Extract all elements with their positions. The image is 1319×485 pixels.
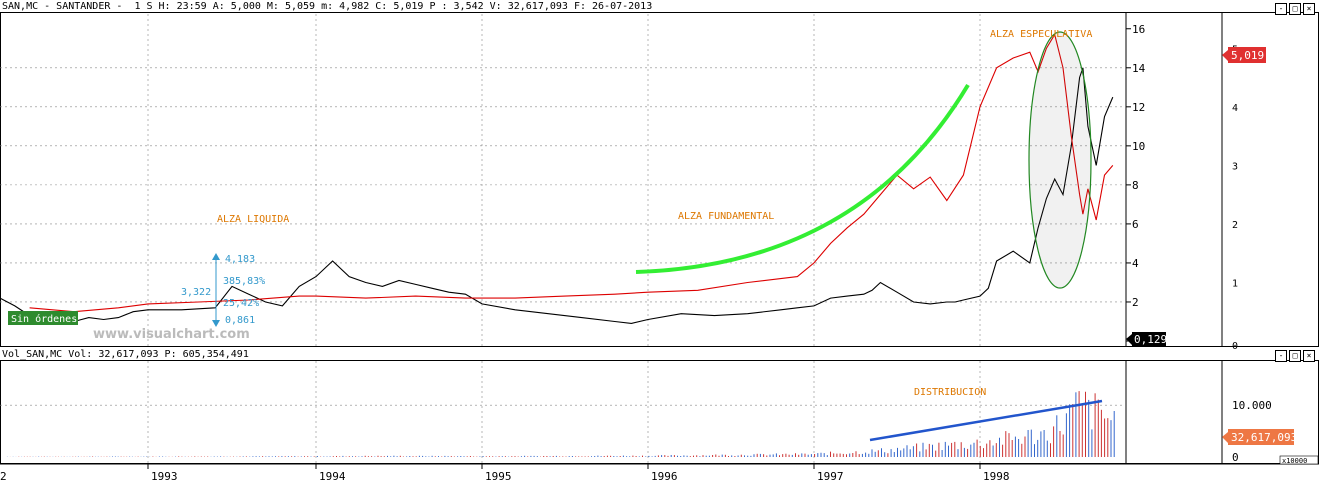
price-axis-label: 14 [1132,62,1146,75]
phase-annotation: ALZA LIQUIDA [217,214,289,225]
last-price-pointer [1222,50,1228,61]
relative-axis-label: 4 [1232,103,1238,114]
relative-axis-label: 0 [1232,341,1238,352]
last-volume-pointer [1222,432,1228,443]
speculative-ellipse [1028,31,1092,289]
measure-label: 0,861 [225,315,255,326]
volume-header: Vol_SAN,MC Vol: 32,617,093 P: 605,354,49… [2,349,249,360]
order-status-label: Sin órdenes [11,313,77,325]
left-marker-badge [1132,332,1166,347]
phase-annotation: ALZA ESPECULATIVA [990,29,1092,40]
measure-label: 25,42% [223,298,259,309]
price-axis-label: 8 [1132,179,1139,192]
measure-label: 3,322 [181,287,211,298]
measure-label: 385,83% [223,276,265,287]
year-label: 1995 [485,470,512,483]
price-axis-label: 10 [1132,140,1145,153]
price-minimize-button[interactable]: - [1275,3,1287,15]
volume-panel-frame [0,360,1319,464]
measure-arrow-up [212,253,220,260]
year-label: 2 [0,470,7,483]
price-header: SAN,MC - SANTANDER - 1 S H: 23:59 A: 5,0… [2,1,653,12]
relative-axis-label: 3 [1232,161,1238,172]
price-axis-label: 6 [1132,218,1139,231]
volume-unit-label: x10000 [1282,457,1307,465]
year-label: 1997 [817,470,844,483]
price-axis-label: 12 [1132,101,1145,114]
price-maximize-button[interactable]: □ [1289,3,1301,15]
phase-annotation: ALZA FUNDAMENTAL [678,211,774,222]
price-line [0,67,1114,324]
watermark: www.visualchart.com [93,327,250,342]
volume-unit-box [1279,455,1319,465]
volume-close-button[interactable]: × [1303,350,1315,362]
left-marker-pointer [1126,334,1132,345]
year-label: 1993 [151,470,178,483]
distribution-trendline [869,399,1103,442]
price-axis-label: 4 [1132,257,1139,270]
last-price-badge [1228,47,1266,63]
volume-axis-label: 0 [1232,451,1239,464]
fundamental-trend-curve [635,83,970,274]
year-label: 1996 [651,470,678,483]
volume-maximize-button[interactable]: □ [1289,350,1301,362]
price-close-button[interactable]: × [1303,3,1315,15]
last-volume-badge [1228,429,1294,445]
year-label: 1998 [983,470,1010,483]
volume-minimize-button[interactable]: - [1275,350,1287,362]
last-volume-label: 32,617,093 [1231,431,1297,444]
relative-strength-line [29,33,1114,313]
measure-arrow-down [212,320,220,327]
year-label: 1994 [319,470,346,483]
relative-axis-label: 1 [1232,278,1238,289]
last-price-label: 5,019 [1231,49,1264,62]
price-axis-label: 2 [1132,296,1139,309]
order-status-badge [8,311,78,325]
left-marker-label: 0,129 [1134,333,1167,346]
relative-axis-label: 2 [1232,220,1238,231]
distribution-annotation: DISTRIBUCION [914,387,986,398]
volume-axis-label: 10.000 [1232,399,1272,412]
measure-label: 4,183 [225,254,255,265]
price-axis-label: 16 [1132,23,1145,36]
